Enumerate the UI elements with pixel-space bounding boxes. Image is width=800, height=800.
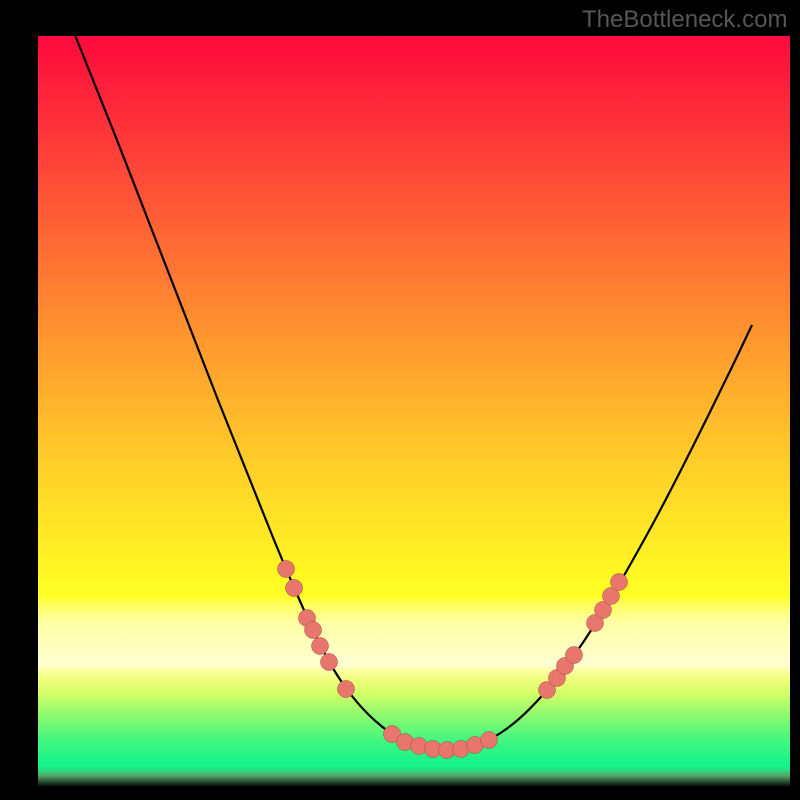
bottleneck-chart [0, 0, 800, 800]
data-marker [286, 580, 303, 597]
data-marker [611, 574, 628, 591]
data-marker [278, 561, 295, 578]
data-marker [566, 647, 583, 664]
frame-border [790, 0, 800, 800]
data-marker [305, 622, 322, 639]
data-marker [481, 732, 498, 749]
frame-border [0, 787, 800, 800]
gradient-background [38, 36, 790, 787]
data-marker [312, 638, 329, 655]
frame-border [0, 0, 38, 800]
data-marker [338, 681, 355, 698]
watermark-text: TheBottleneck.com [582, 6, 787, 34]
data-marker [321, 654, 338, 671]
